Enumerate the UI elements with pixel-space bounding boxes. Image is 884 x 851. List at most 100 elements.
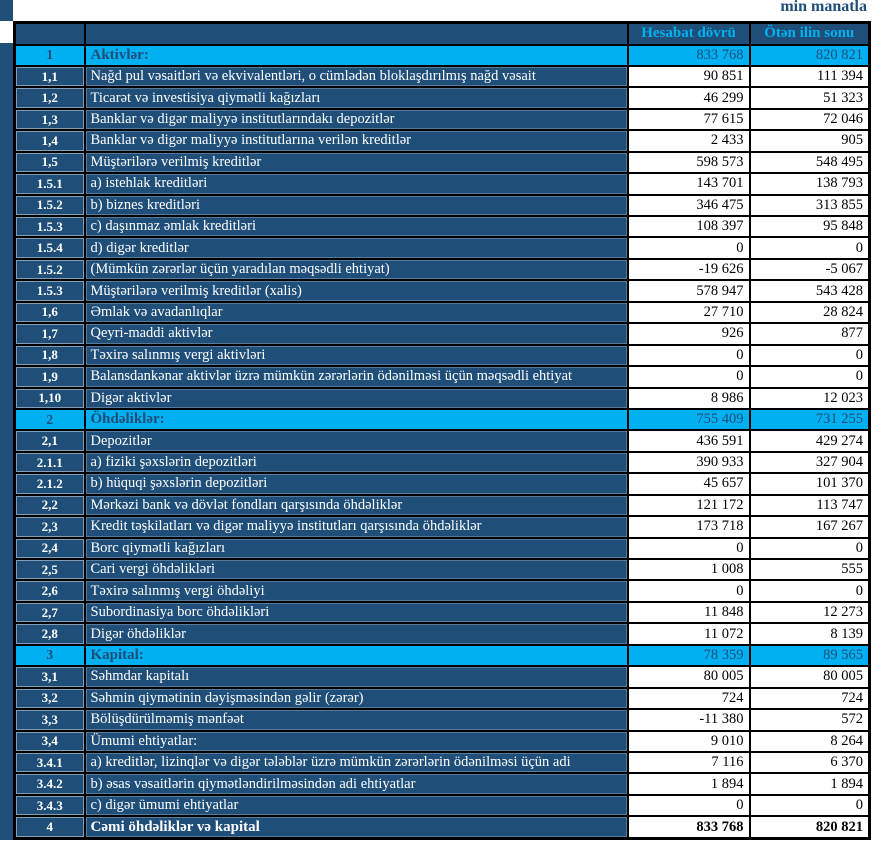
row-value-previous: 8 264: [748, 729, 871, 753]
table-row: 1,6 Əmlak və avadanlıqlar 27 710 28 824: [13, 300, 871, 325]
row-label: Mərkəzi bank və dövlət fondları qarşısın…: [83, 493, 629, 518]
balance-sheet-table: Hesabat dövrü Ötən ilin sonu 1 Aktivlər:…: [13, 21, 871, 840]
table-row: 1,2 Ticarət və investisiya qiymətli kağı…: [13, 86, 871, 110]
row-label: (Mümkün zərərlər üçün yaradılan məqsədli…: [83, 257, 629, 282]
row-label: Balansdankənar aktivlər üzrə mümkün zərə…: [83, 365, 629, 389]
row-no: 3.4.2: [13, 772, 86, 796]
table-row: 2.1.1 a) fiziki şəxslərin depozitləri 39…: [13, 450, 871, 475]
row-value-previous: 95 848: [748, 214, 871, 239]
row-value-current: 108 397: [626, 214, 751, 239]
row-no: 3,4: [13, 729, 86, 753]
row-value-previous: 877: [748, 322, 871, 346]
row-label: d) digər kreditlər: [83, 236, 629, 260]
row-no: 1.5.2: [13, 257, 86, 282]
unit-label: min manatla: [780, 0, 867, 15]
row-no: 1,9: [13, 365, 86, 389]
row-value-previous: 724: [748, 686, 871, 711]
table-row: 3.4.3 c) digər ümumi ehtiyatlar 0 0: [13, 793, 871, 818]
row-value-current: 46 299: [626, 86, 751, 110]
table-row: 1,10 Digər aktivlər 8 986 12 023: [13, 386, 871, 410]
row-label: Öhdəliklər:: [83, 407, 629, 432]
row-label: Ticarət və investisiya qiymətli kağızlar…: [83, 86, 629, 110]
row-no: 2,5: [13, 557, 86, 582]
table-header-row: Hesabat dövrü Ötən ilin sonu: [13, 21, 871, 46]
row-value-current: 346 475: [626, 193, 751, 218]
row-label: Bölüşdürülməmiş mənfəət: [83, 708, 629, 732]
row-label: c) daşınmaz əmlak kreditləri: [83, 214, 629, 239]
row-value-previous: 72 046: [748, 107, 871, 132]
row-value-current: 121 172: [626, 493, 751, 518]
row-no: 1,6: [13, 300, 86, 325]
row-label: Cari vergi öhdəlikləri: [83, 557, 629, 582]
row-value-previous: 905: [748, 129, 871, 153]
row-value-current: 80 005: [626, 665, 751, 689]
row-value-current: 90 851: [626, 64, 751, 89]
row-no: 1.5.3: [13, 279, 86, 303]
header-current-period: Hesabat dövrü: [626, 21, 751, 46]
row-value-current: 833 768: [626, 815, 751, 840]
left-margin-strip: [0, 43, 13, 840]
row-label: Subordinasiya borc öhdəlikləri: [83, 600, 629, 625]
row-label: Cəmi öhdəliklər və kapital: [83, 815, 629, 840]
row-label: Kredit təşkilatları və digər maliyyə ins…: [83, 515, 629, 539]
row-value-previous: 327 904: [748, 450, 871, 475]
row-value-previous: 1 894: [748, 772, 871, 796]
row-no: 3,3: [13, 708, 86, 732]
row-value-previous: 731 255: [748, 407, 871, 432]
table-row: 2.1.2 b) hüquqi şəxslərin depozitləri 45…: [13, 472, 871, 496]
table-row: 1.5.3 Müştərilərə verilmiş kreditlər (xa…: [13, 279, 871, 303]
row-value-current: 0: [626, 236, 751, 260]
row-no: 2,1: [13, 429, 86, 453]
table-row: 1.5.3 c) daşınmaz əmlak kreditləri 108 3…: [13, 214, 871, 239]
row-value-previous: 89 565: [748, 643, 871, 668]
row-value-previous: 28 824: [748, 300, 871, 325]
row-value-previous: 80 005: [748, 665, 871, 689]
row-no: 1,5: [13, 150, 86, 175]
row-value-previous: 6 370: [748, 750, 871, 775]
row-value-previous: 0: [748, 579, 871, 603]
row-no: 4: [13, 815, 86, 840]
row-label: c) digər ümumi ehtiyatlar: [83, 793, 629, 818]
row-label: Digər öhdəliklər: [83, 622, 629, 646]
row-value-current: 390 933: [626, 450, 751, 475]
table-row: 2,2 Mərkəzi bank və dövlət fondları qarş…: [13, 493, 871, 518]
row-value-previous: 0: [748, 793, 871, 818]
table-row: 2,7 Subordinasiya borc öhdəlikləri 11 84…: [13, 600, 871, 625]
table-row: 3.4.2 b) əsas vəsaitlərin qiymətləndiril…: [13, 772, 871, 796]
row-value-current: 724: [626, 686, 751, 711]
row-value-previous: 548 495: [748, 150, 871, 175]
row-value-current: 598 573: [626, 150, 751, 175]
table-row: 1,4 Banklar və digər maliyyə institutlar…: [13, 129, 871, 153]
row-label: Əmlak və avadanlıqlar: [83, 300, 629, 325]
row-value-previous: 429 274: [748, 429, 871, 453]
row-value-current: 1 894: [626, 772, 751, 796]
row-value-current: 578 947: [626, 279, 751, 303]
row-no: 1.5.3: [13, 214, 86, 239]
table-row: 1.5.2 (Mümkün zərərlər üçün yaradılan mə…: [13, 257, 871, 282]
row-value-current: 436 591: [626, 429, 751, 453]
header-label-cell: [83, 21, 629, 46]
row-value-previous: 555: [748, 557, 871, 582]
row-value-previous: 543 428: [748, 279, 871, 303]
table-row: 1,9 Balansdankənar aktivlər üzrə mümkün …: [13, 365, 871, 389]
row-label: Banklar və digər maliyyə institutlarına …: [83, 129, 629, 153]
table-row: 3.4.1 a) kreditlər, lizinqlər və digər t…: [13, 750, 871, 775]
table-row: 3,3 Bölüşdürülməmiş mənfəət -11 380 572: [13, 708, 871, 732]
row-label: a) kreditlər, lizinqlər və digər tələblə…: [83, 750, 629, 775]
row-label: Qeyri-maddi aktivlər: [83, 322, 629, 346]
row-value-previous: 313 855: [748, 193, 871, 218]
row-label: a) fiziki şəxslərin depozitləri: [83, 450, 629, 475]
table-row: 1,3 Banklar və digər maliyyə institutlar…: [13, 107, 871, 132]
row-label: Depozitlər: [83, 429, 629, 453]
row-no: 1,4: [13, 129, 86, 153]
row-no: 1,3: [13, 107, 86, 132]
table-row: 1 Aktivlər: 833 768 820 821: [13, 43, 871, 67]
row-label: Müştərilərə verilmiş kreditlər: [83, 150, 629, 175]
header-previous-period: Ötən ilin sonu: [748, 21, 871, 46]
row-label: Aktivlər:: [83, 43, 629, 67]
row-no: 2,6: [13, 579, 86, 603]
row-value-previous: 8 139: [748, 622, 871, 646]
table-row: 2,1 Depozitlər 436 591 429 274: [13, 429, 871, 453]
row-value-current: 0: [626, 579, 751, 603]
row-value-current: 77 615: [626, 107, 751, 132]
